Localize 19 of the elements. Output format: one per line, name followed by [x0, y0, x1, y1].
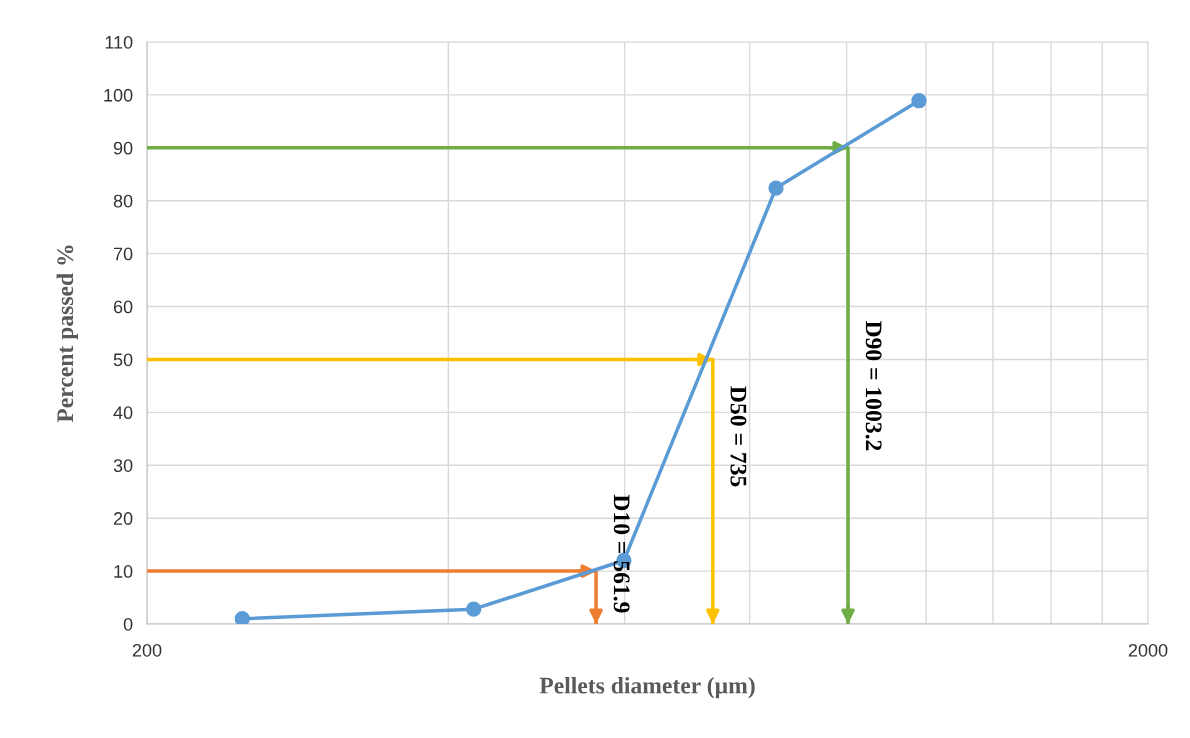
y-tick-label: 50 — [113, 353, 133, 367]
y-tick-label: 60 — [113, 300, 133, 314]
x-tick-label: 2000 — [1128, 643, 1168, 657]
x-tick-label: 200 — [132, 643, 162, 657]
text: D10 = 561.9 — [613, 494, 630, 613]
y-tick-label: 110 — [105, 35, 133, 49]
text: D90 = 1003.2 — [865, 320, 882, 451]
y-tick-label: 40 — [113, 406, 133, 420]
y-tick-label: 20 — [113, 512, 133, 525]
y-tick-label: 0 — [123, 617, 133, 631]
y-tick-label: 90 — [113, 141, 133, 155]
x-axis-title: Pellets diameter (µm) — [539, 676, 755, 699]
y-axis-title: Percent passed % — [56, 245, 78, 423]
y-tick-label: 70 — [113, 247, 133, 261]
text: D50 = 735 — [730, 386, 747, 487]
y-tick-label: 100 — [104, 88, 133, 102]
y-tick-label: 10 — [114, 565, 133, 578]
y-tick-label: 30 — [113, 459, 133, 472]
y-tick-label: 80 — [113, 194, 133, 208]
